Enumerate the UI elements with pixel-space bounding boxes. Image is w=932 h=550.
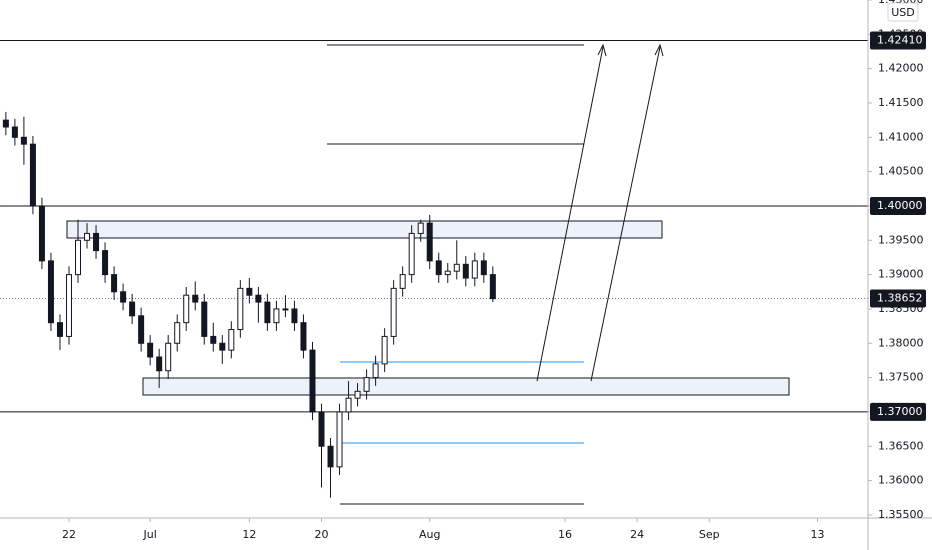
candle-body bbox=[471, 260, 478, 279]
candle-body bbox=[120, 291, 127, 303]
y-tick-label: 1.39000 bbox=[878, 268, 924, 281]
candle-body bbox=[291, 308, 298, 324]
candle-body bbox=[47, 260, 54, 324]
candle-body bbox=[444, 270, 451, 276]
x-tick-label: 12 bbox=[242, 528, 256, 541]
candle-body bbox=[11, 126, 18, 138]
candle-body bbox=[84, 232, 91, 241]
candle-body bbox=[336, 411, 343, 468]
candle-body bbox=[354, 390, 361, 399]
price-label-box bbox=[870, 289, 926, 308]
candle-body bbox=[345, 397, 352, 413]
candle-body bbox=[29, 143, 36, 207]
candle-body bbox=[183, 294, 190, 324]
candle-body bbox=[318, 411, 325, 447]
y-tick-label: 1.37500 bbox=[878, 371, 924, 384]
x-tick-label: 20 bbox=[314, 528, 328, 541]
candle-body bbox=[138, 315, 145, 344]
arrow bbox=[536, 46, 604, 382]
candle-body bbox=[489, 274, 496, 300]
candle-body bbox=[309, 349, 316, 413]
candle-body bbox=[38, 205, 45, 262]
x-tick-label: 22 bbox=[62, 528, 76, 541]
candle-body bbox=[219, 342, 226, 351]
price-label: 1.38652 bbox=[877, 292, 923, 305]
drawings bbox=[66, 43, 790, 505]
candle-body bbox=[255, 294, 262, 303]
candles bbox=[2, 111, 496, 498]
price-label-box bbox=[870, 402, 926, 421]
candle-body bbox=[417, 222, 424, 234]
candle-body bbox=[228, 329, 235, 351]
candle-body bbox=[300, 322, 307, 351]
candle-body bbox=[210, 335, 217, 344]
x-tick-label: 16 bbox=[558, 528, 572, 541]
price-label: 1.37000 bbox=[877, 405, 923, 418]
candle-body bbox=[93, 232, 100, 252]
candle-body bbox=[273, 308, 280, 324]
candle-body bbox=[201, 301, 208, 337]
candle-body bbox=[75, 239, 82, 276]
candle-body bbox=[264, 301, 271, 324]
price-label: 1.40000 bbox=[877, 199, 923, 212]
candle-body bbox=[102, 250, 109, 276]
candle-body bbox=[408, 232, 415, 276]
y-tick-label: 1.36500 bbox=[878, 439, 924, 452]
currency-badge[interactable] bbox=[887, 2, 919, 22]
y-tick-label: 1.42000 bbox=[878, 62, 924, 75]
candle-body bbox=[147, 342, 154, 358]
arrow bbox=[590, 46, 661, 382]
y-tick-label: 1.41000 bbox=[878, 130, 924, 143]
y-tick-label: 1.39500 bbox=[878, 233, 924, 246]
y-tick-label: 1.41500 bbox=[878, 96, 924, 109]
support-zone bbox=[142, 377, 790, 396]
candle-body bbox=[156, 356, 163, 372]
y-tick-label: 1.40500 bbox=[878, 165, 924, 178]
resistance-zone bbox=[66, 220, 663, 239]
candle-body bbox=[165, 342, 172, 372]
price-label: 1.42410 bbox=[877, 34, 923, 47]
plot-area bbox=[0, 40, 868, 413]
candle-body bbox=[129, 301, 136, 317]
candle-body bbox=[237, 287, 244, 331]
candle-body bbox=[192, 294, 199, 303]
x-tick-label: Jul bbox=[143, 528, 157, 541]
candle-body bbox=[453, 263, 460, 272]
x-tick-label: 24 bbox=[630, 528, 644, 541]
price-label-box bbox=[870, 196, 926, 215]
candle-body bbox=[381, 335, 388, 365]
y-tick-label: 1.35500 bbox=[878, 508, 924, 521]
candle-body bbox=[426, 222, 433, 262]
x-tick-label: Sep bbox=[699, 528, 720, 541]
y-tick-label: 1.38000 bbox=[878, 336, 924, 349]
candle-body bbox=[56, 322, 63, 337]
candle-body bbox=[246, 287, 253, 296]
currency: USD bbox=[891, 6, 915, 19]
candle-body bbox=[462, 263, 469, 279]
candle-body bbox=[480, 260, 487, 276]
candle-body bbox=[399, 274, 406, 289]
x-tick-label: Aug bbox=[419, 528, 440, 541]
candle-body bbox=[327, 445, 334, 468]
candle-body bbox=[2, 119, 9, 128]
candle-body bbox=[65, 274, 72, 337]
y-tick-label: 1.36000 bbox=[878, 474, 924, 487]
price-label-box bbox=[870, 31, 926, 50]
candle-body bbox=[363, 377, 370, 392]
axes: 1.35500 1.36000 1.36500 1.37000 1.37500 1.380… bbox=[62, 0, 926, 541]
candle-body bbox=[435, 260, 442, 276]
candle-body bbox=[20, 136, 27, 145]
candle-body bbox=[111, 274, 118, 293]
arrow-head bbox=[654, 43, 664, 57]
candle-body bbox=[282, 308, 289, 311]
x-tick-label: 13 bbox=[810, 528, 824, 541]
candle-body bbox=[390, 287, 397, 337]
candle-body bbox=[372, 363, 379, 379]
arrow-head bbox=[597, 43, 607, 57]
candle-body bbox=[174, 322, 181, 344]
